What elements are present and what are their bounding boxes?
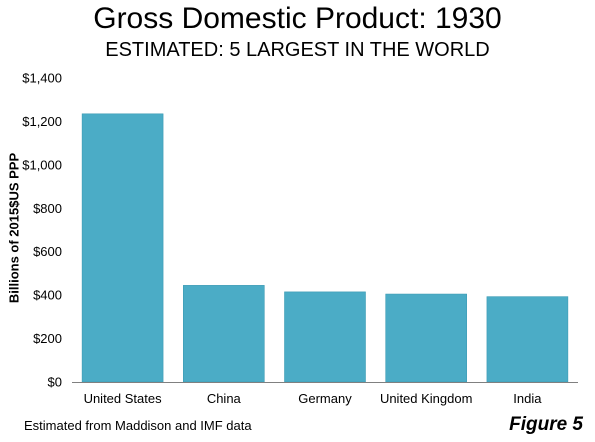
y-tick-label: $1,000 [22,157,62,172]
x-tick-label: United Kingdom [380,391,473,406]
y-tick-label: $400 [33,288,62,303]
y-tick-label: $1,400 [22,71,62,86]
x-axis-ticks: United States China Germany United Kingdom I… [84,391,543,406]
x-tick-label: China [207,391,242,406]
bar-china [183,285,265,383]
chart-subtitle: ESTIMATED: 5 LARGEST IN THE WORLD [105,39,490,61]
chart-title: Gross Domestic Product: 1930 [93,2,502,35]
y-tick-label: $1,200 [22,114,62,129]
y-tick-label: $600 [33,244,62,259]
bars [81,113,569,383]
bar-united-kingdom [385,293,467,383]
figure-label: Figure 5 [509,414,583,435]
source-footnote: Estimated from Maddison and IMF data [24,418,252,433]
x-tick-label: Germany [298,391,352,406]
bar-germany [284,291,366,383]
bar-united-states [81,113,164,383]
y-tick-label: $800 [33,201,62,216]
bar-india [486,296,569,383]
x-tick-label: United States [84,391,163,406]
y-tick-label: $200 [33,331,62,346]
y-tick-label: $0 [48,375,62,390]
y-axis-ticks: $0 $200 $400 $600 $800 $1,000 $1,200 $1,400 [22,71,62,390]
x-tick-label: India [513,391,542,406]
